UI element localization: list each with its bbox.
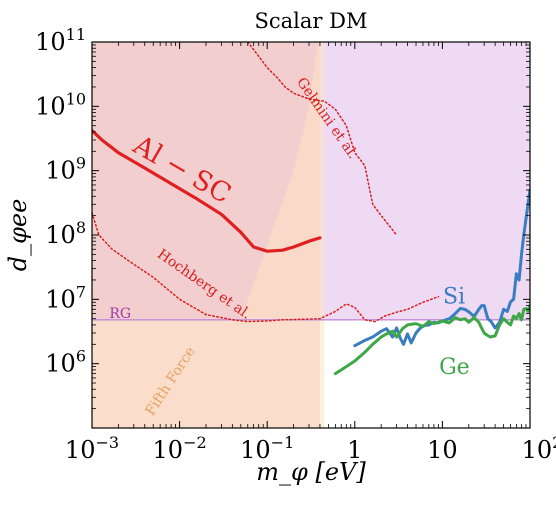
y-tick-label: 106 — [45, 347, 86, 378]
y-tick-label-exponent: 10 — [66, 89, 86, 108]
y-tick-label-base: 10 — [45, 285, 76, 313]
region-fifth-force — [92, 42, 325, 428]
y-tick-label-base: 10 — [45, 157, 76, 185]
x-tick-label: 10−1 — [240, 433, 294, 464]
y-tick-label: 1010 — [35, 89, 86, 120]
annotation-si: Si — [443, 285, 465, 310]
y-tick-label-exponent: 9 — [76, 154, 86, 173]
x-tick-label: 10−3 — [65, 433, 119, 464]
series-line-ge — [333, 304, 530, 376]
x-tick-label-exponent: −1 — [271, 433, 295, 452]
y-tick-label-base: 10 — [35, 92, 66, 120]
series-line-si — [353, 188, 530, 348]
y-tick-label-exponent: 8 — [76, 218, 86, 237]
annotation-ge: Ge — [439, 355, 470, 380]
annotation-rg: RG — [109, 306, 131, 322]
y-tick-label-exponent: 11 — [66, 25, 86, 44]
x-tick-label-exponent: −3 — [95, 433, 119, 452]
y-tick-label: 107 — [45, 282, 86, 313]
y-tick-label-base: 10 — [45, 350, 76, 378]
y-tick-label-exponent: 6 — [76, 347, 86, 366]
x-tick-label: 1 — [347, 436, 362, 464]
x-axis-label: m_φ [eV] — [256, 458, 366, 486]
series-line-gelmini — [247, 42, 398, 236]
y-tick-label-base: 10 — [45, 221, 76, 249]
axis-layer: 10−310−210−110102110610710810910101011 — [35, 25, 556, 464]
plot-area — [92, 42, 530, 428]
x-tick-label-base: 10 — [427, 436, 458, 464]
y-axis-label-text: d_φee — [4, 199, 32, 272]
x-tick-label-base: 10 — [153, 436, 184, 464]
x-tick-label-exponent: −2 — [183, 433, 207, 452]
y-tick-label-base: 10 — [35, 28, 66, 56]
chart-title: Scalar DM — [255, 9, 368, 33]
x-tick-label: 10 — [427, 436, 458, 464]
y-tick-label: 109 — [45, 154, 86, 185]
x-tick-label-base: 10 — [240, 436, 271, 464]
y-tick-label: 108 — [45, 218, 86, 249]
x-axis-label-text: m_φ [eV] — [256, 458, 366, 486]
x-tick-label-exponent: 2 — [552, 433, 556, 452]
x-tick-label-base: 10 — [65, 436, 96, 464]
series-line-al-sc — [92, 129, 322, 253]
y-axis-label: d_φee — [4, 199, 32, 272]
y-tick-label: 1011 — [35, 25, 86, 56]
x-tick-label: 102 — [522, 433, 556, 464]
series-line-hochberg — [92, 212, 440, 323]
x-tick-label-base: 10 — [522, 436, 553, 464]
y-tick-label-exponent: 7 — [76, 282, 86, 301]
x-tick-label: 10−2 — [153, 433, 207, 464]
